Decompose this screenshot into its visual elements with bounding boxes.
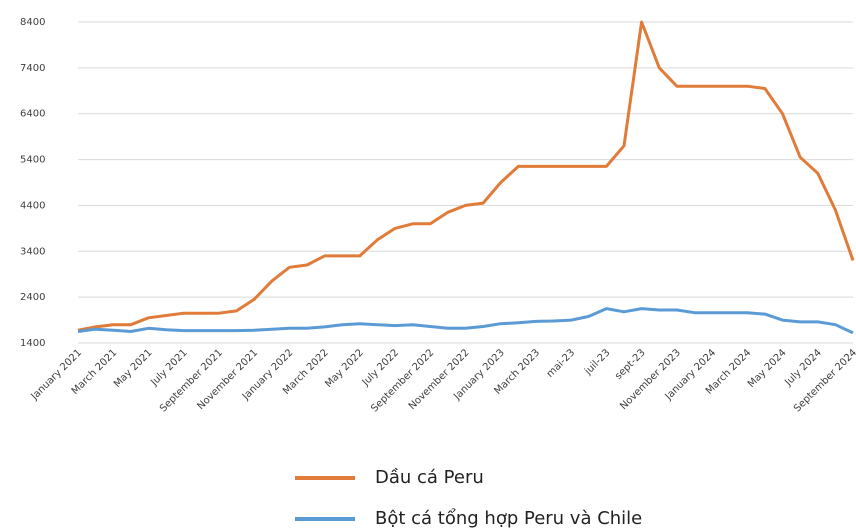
x-tick-label: November 2022: [407, 347, 472, 412]
y-tick-label: 4400: [20, 200, 45, 211]
x-tick-label: November 2023: [618, 347, 683, 412]
y-tick-label: 2400: [20, 292, 45, 303]
series-line: [77, 307, 854, 335]
x-tick-label: September 2024: [792, 347, 856, 414]
y-tick-label: 5400: [20, 155, 45, 166]
y-tick-label: 3400: [20, 246, 45, 257]
x-tick-label: May 2022: [323, 347, 366, 390]
x-tick-label: May 2021: [112, 347, 155, 390]
x-tick-label: September 2021: [158, 347, 225, 414]
series-line: [77, 20, 855, 332]
legend-label: Bột cá tổng hợp Peru và Chile: [375, 508, 642, 529]
x-tick-label: sept-23: [613, 347, 648, 382]
y-tick-label: 1400: [20, 338, 45, 349]
x-tick-label: November 2021: [195, 347, 260, 412]
y-tick-label: 8400: [20, 17, 45, 28]
legend-label: Dầu cá Peru: [375, 467, 484, 488]
x-tick-label: mai-23: [545, 347, 578, 380]
y-tick-label: 6400: [20, 109, 45, 120]
x-tick-label: May 2024: [746, 347, 789, 390]
x-tick-label: juil-23: [582, 347, 612, 377]
x-tick-label: September 2022: [369, 347, 436, 414]
y-tick-label: 7400: [20, 63, 45, 74]
